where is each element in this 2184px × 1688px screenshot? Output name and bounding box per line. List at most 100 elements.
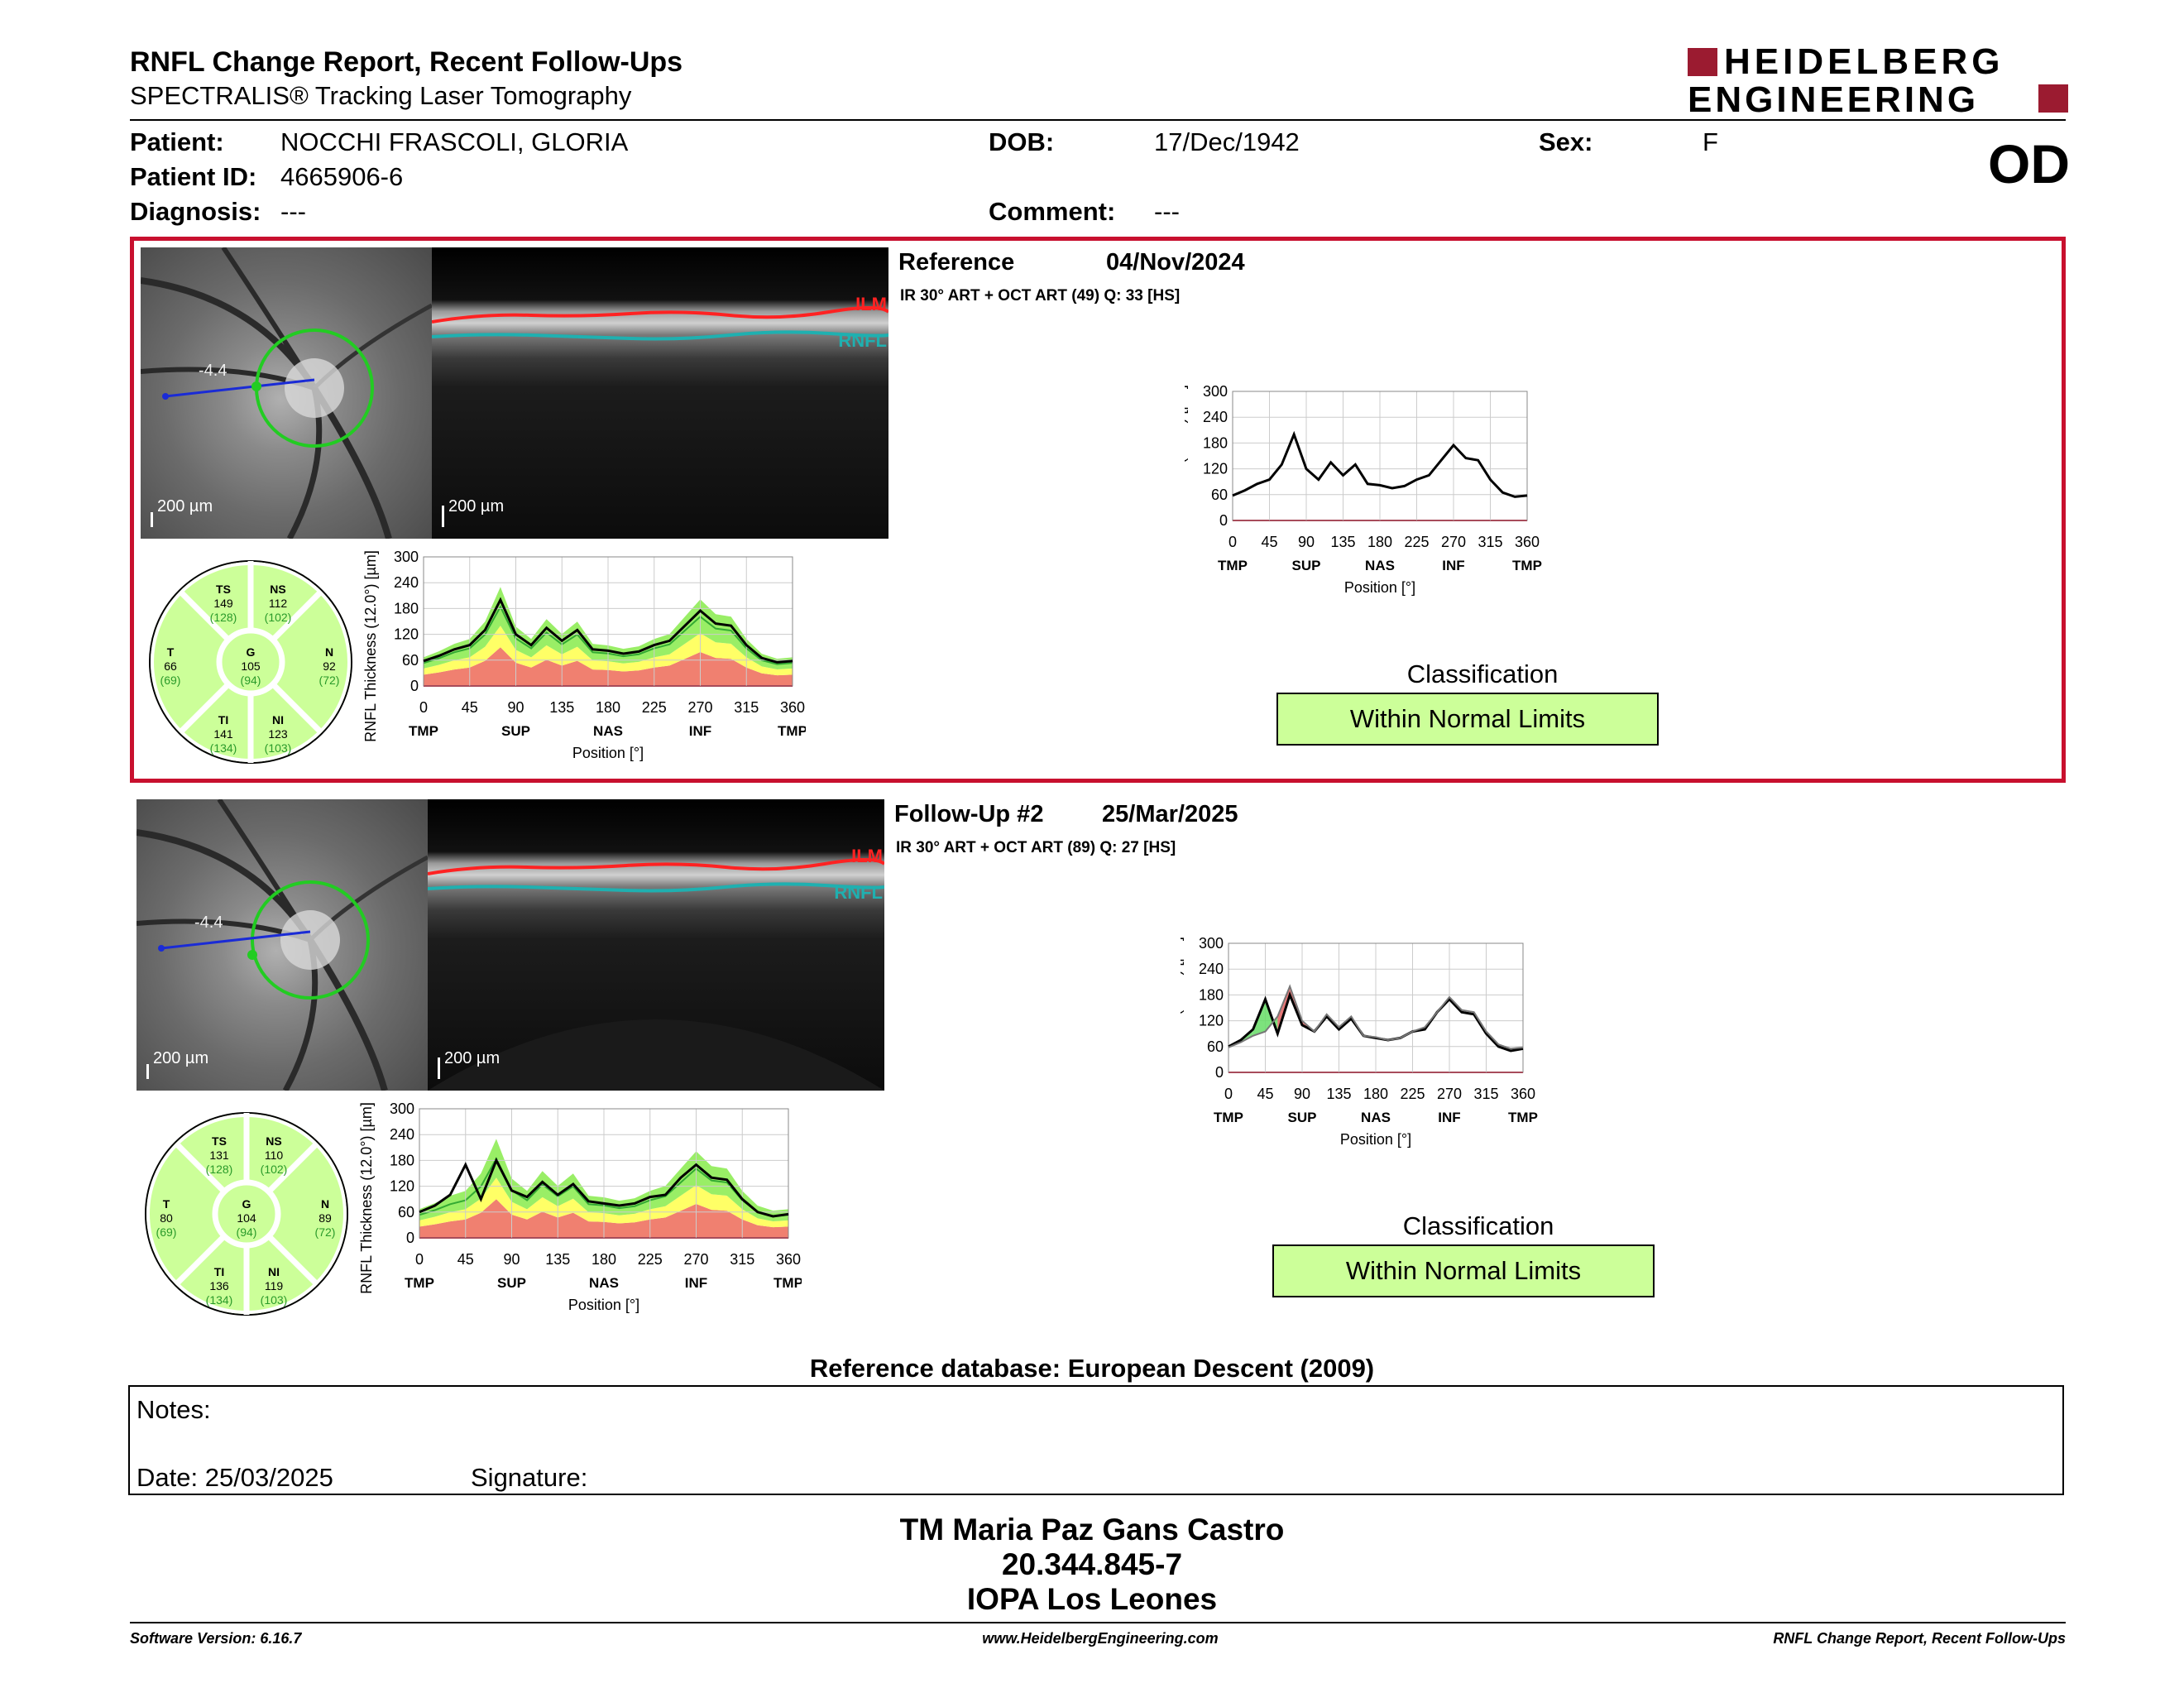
x-tick-label: 225 [1400,1086,1425,1102]
eye-indicator: OD [1988,133,2070,194]
notes-label: Notes: [136,1395,211,1424]
thickness-profile-line [423,597,793,664]
rnfl-label: RNFL [838,330,887,351]
region-label: INF [689,723,711,739]
x-tick-label: 270 [1437,1086,1462,1102]
x-tick-label: 90 [1294,1086,1310,1102]
y-tick-label: 120 [1199,1013,1224,1029]
y-tick-label: 120 [1203,461,1228,477]
sector-n-normal: (72) [315,1225,336,1239]
fundus-scale-label: 200 µm [157,497,213,516]
x-axis-label: Position [°] [1340,1131,1411,1148]
x-tick-label: 315 [730,1251,754,1268]
website-link[interactable]: www.HeidelbergEngineering.com [982,1630,1219,1647]
signer-name: TM Maria Paz Gans Castro [899,1513,1285,1547]
y-tick-label: 0 [1219,512,1228,529]
sector-t-label: T [167,645,175,659]
sector-ti-value: 141 [213,727,233,741]
patient-name: NOCCHI FRASCOLI, GLORIA [280,127,629,156]
classification-label: Classification [1406,659,1559,688]
report-subtitle: SPECTRALIS® Tracking Laser Tomography [130,81,632,110]
y-axis-label: RNFL Thickness (12.0°) [µm] [1185,385,1188,577]
sector-g-label: G [242,1197,251,1211]
sector-ts-label: TS [212,1134,227,1148]
reference-exam-panel: -4.4 200 µm ILM RNFL 200 µm Reference 04… [130,237,2066,783]
y-tick-label: 240 [394,574,419,591]
x-tick-label: 180 [592,1251,616,1268]
sector-ni-label: NI [272,713,284,727]
oct-scale-label: 200 µm [444,1049,500,1067]
y-tick-label: 60 [1207,1038,1224,1055]
x-tick-label: 360 [780,699,805,716]
x-tick-label: 0 [419,699,428,716]
sector-ti-label: TI [214,1265,224,1278]
x-axis-label: Position [°] [572,745,644,761]
region-label: TMP [1214,1110,1243,1125]
region-label: INF [1438,1110,1460,1125]
rnfl-profile-chart: 300 240 180 120 60 00 45 90 135 180 225 270 315 360 TM… [358,1101,802,1313]
sector-ns-normal: (102) [261,1163,288,1176]
sector-ni-value: 123 [268,727,288,741]
y-axis-label: RNFL Thickness (12.0°) [µm] [358,1102,375,1294]
y-tick-label: 180 [1203,434,1228,451]
x-tick-label: 360 [776,1251,801,1268]
sector-ti-normal: (134) [210,741,237,755]
x-tick-label: 360 [1511,1086,1535,1102]
x-tick-label: 0 [1224,1086,1233,1102]
region-label: SUP [501,723,530,739]
sector-ns-label: NS [266,1134,281,1148]
sector-g-value: 104 [237,1211,256,1225]
rnfl-profile-chart: 300 240 180 120 60 00 45 90 135 180 225 270 315 360 TM… [362,549,806,761]
x-tick-label: 135 [549,699,574,716]
oct-bscan-image: ILM RNFL 200 µm [432,247,888,539]
y-tick-label: 300 [1203,383,1228,400]
y-tick-label: 300 [390,1101,414,1117]
notes-box: Notes: Date: 25/03/2025 Signature: [128,1385,2064,1495]
sector-ts-normal: (128) [206,1163,233,1176]
y-tick-label: 240 [1199,961,1224,977]
x-tick-label: 225 [638,1251,663,1268]
x-tick-label: 45 [457,1251,474,1268]
x-tick-label: 180 [1367,534,1392,550]
sector-t-normal: (69) [160,674,181,687]
sector-n-value: 89 [318,1211,332,1225]
y-tick-label: 0 [410,678,419,694]
sector-n-value: 92 [323,659,336,673]
region-label: TMP [1512,558,1542,573]
ilm-label: ILM [855,294,887,314]
sector-ti-label: TI [218,713,228,727]
region-label: NAS [1365,558,1395,573]
exam-acquisition-info: IR 30° ART + OCT ART (89) Q: 27 [HS] [896,839,1176,856]
software-version: Software Version: 6.16.7 [130,1630,302,1647]
reference-profile-line [1228,984,1524,1050]
sector-ns-value: 110 [265,1149,284,1162]
y-tick-label: 180 [394,600,419,616]
y-axis-label: RNFL Thickness (12.0°) [µm] [1181,937,1184,1129]
y-tick-label: 60 [1211,487,1228,503]
x-tick-label: 270 [683,1251,708,1268]
region-label: SUP [1292,558,1321,573]
rnfl-label: RNFL [834,882,883,903]
region-label: INF [1442,558,1464,573]
x-tick-label: 135 [1330,534,1355,550]
sector-ns-normal: (102) [265,611,292,624]
region-label: SUP [497,1275,526,1291]
exam-acquisition-info: IR 30° ART + OCT ART (49) Q: 33 [HS] [900,287,1181,305]
sector-ni-normal: (103) [265,741,292,755]
sector-ti-value: 136 [209,1279,229,1292]
patient-id: 4665906-6 [280,162,404,191]
diagnosis-label: Diagnosis: [130,197,261,226]
x-tick-label: 360 [1515,534,1540,550]
x-tick-label: 45 [462,699,478,716]
thickness-profile-line [1228,990,1524,1053]
y-tick-label: 180 [1199,986,1224,1003]
classification-result: Within Normal Limits [1272,1244,1655,1297]
sector-ni-normal: (103) [261,1293,288,1307]
report-title: RNFL Change Report, Recent Follow-Ups [130,46,683,78]
comment-label: Comment: [989,197,1116,226]
sector-ti-normal: (134) [206,1293,233,1307]
rnfl-comparison-chart: 300 240 180 120 60 00 45 90 135 180 225 270 315 360 TM… [1185,383,1542,596]
signer-id: 20.344.845-7 [1001,1547,1183,1581]
